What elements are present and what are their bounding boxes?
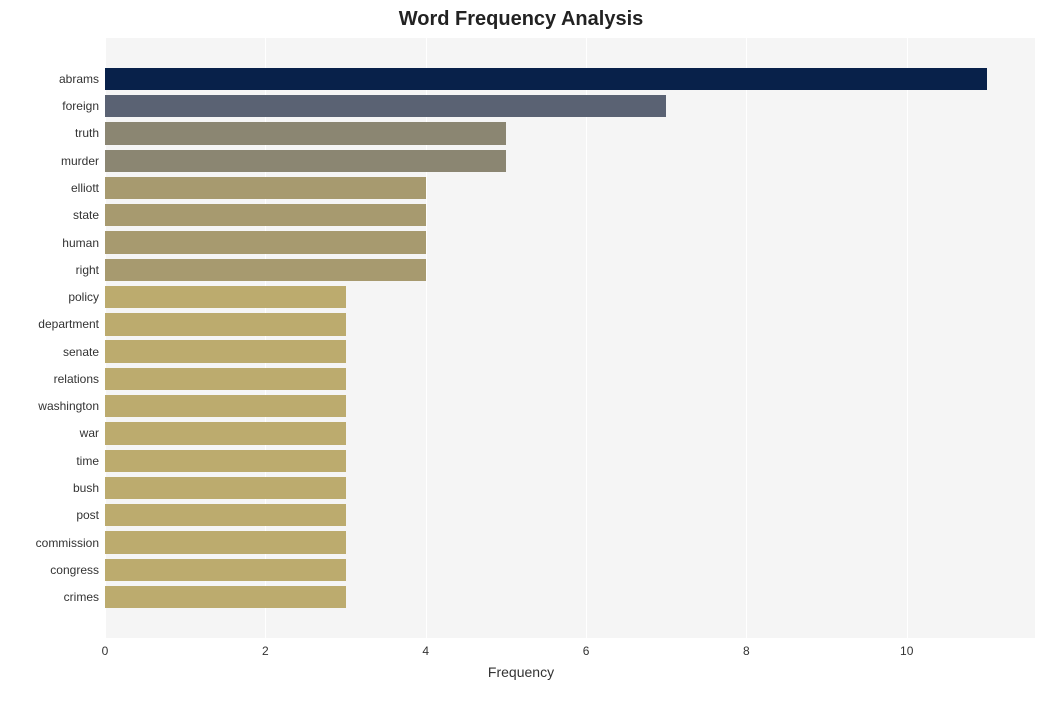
bar-washington <box>105 395 346 417</box>
x-tick-label: 10 <box>900 644 913 658</box>
bar-department <box>105 313 346 335</box>
y-tick-label: elliott <box>71 181 99 195</box>
x-tick-label: 8 <box>743 644 750 658</box>
y-tick-label: state <box>73 208 99 222</box>
y-tick-label: post <box>76 508 99 522</box>
y-tick-label: washington <box>38 399 99 413</box>
chart-title: Word Frequency Analysis <box>0 8 1042 31</box>
bar-state <box>105 204 426 226</box>
bar-abrams <box>105 68 987 90</box>
x-tick-label: 4 <box>422 644 429 658</box>
x-tick-label: 2 <box>262 644 269 658</box>
bar-foreign <box>105 95 666 117</box>
y-tick-label: abrams <box>59 72 99 86</box>
bar-time <box>105 450 346 472</box>
bar-human <box>105 231 426 253</box>
y-tick-label: crimes <box>64 590 99 604</box>
gridline <box>907 38 908 638</box>
plot-area <box>105 38 1035 638</box>
x-tick-label: 0 <box>102 644 109 658</box>
word-frequency-chart: Word Frequency Analysis Frequency 0 2 4 6 8 1… <box>0 0 1042 701</box>
y-tick-label: war <box>80 426 99 440</box>
bar-post <box>105 504 346 526</box>
y-tick-label: truth <box>75 126 99 140</box>
x-tick-label: 6 <box>583 644 590 658</box>
gridline <box>746 38 747 638</box>
bar-right <box>105 259 426 281</box>
bar-elliott <box>105 177 426 199</box>
bar-congress <box>105 559 346 581</box>
gridline <box>586 38 587 638</box>
bar-policy <box>105 286 346 308</box>
bar-commission <box>105 531 346 553</box>
y-tick-label: foreign <box>62 99 99 113</box>
y-tick-label: department <box>38 317 99 331</box>
y-tick-label: policy <box>68 290 99 304</box>
y-tick-label: bush <box>73 481 99 495</box>
bar-bush <box>105 477 346 499</box>
x-axis-label: Frequency <box>0 664 1042 680</box>
y-tick-label: right <box>76 263 99 277</box>
bar-senate <box>105 340 346 362</box>
bar-relations <box>105 368 346 390</box>
y-tick-label: time <box>76 454 99 468</box>
y-tick-label: congress <box>50 563 99 577</box>
y-tick-label: relations <box>54 372 99 386</box>
y-tick-label: senate <box>63 345 99 359</box>
bar-crimes <box>105 586 346 608</box>
y-tick-label: murder <box>61 154 99 168</box>
y-tick-label: human <box>62 236 99 250</box>
bar-murder <box>105 150 506 172</box>
bar-truth <box>105 122 506 144</box>
bar-war <box>105 422 346 444</box>
y-tick-label: commission <box>36 536 99 550</box>
